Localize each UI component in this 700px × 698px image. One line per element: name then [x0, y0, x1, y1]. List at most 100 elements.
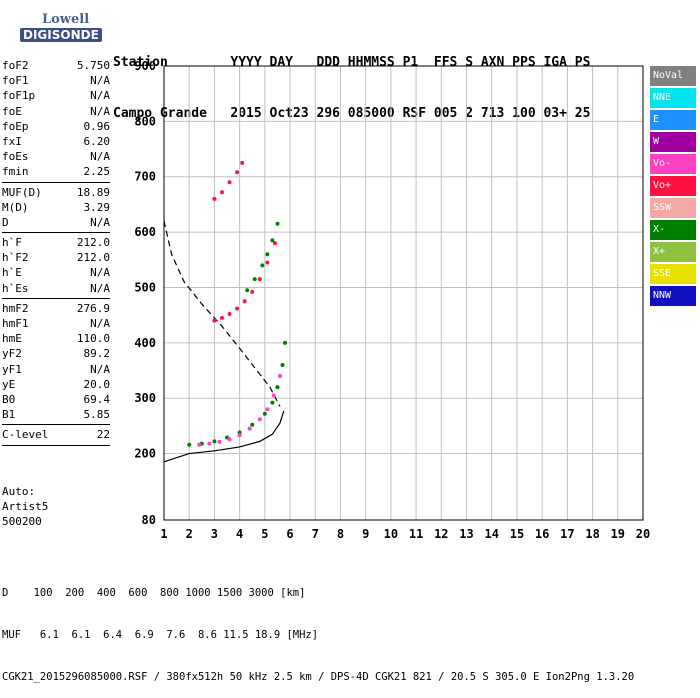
param-name: hmF1 [2, 317, 29, 330]
plot-frame [163, 65, 644, 521]
data-point [271, 393, 276, 398]
param-row: foEp 0.96 [2, 119, 110, 134]
param-row: foF1p N/A [2, 88, 110, 103]
param-row: foE N/A [2, 104, 110, 119]
param-value: N/A [90, 104, 110, 118]
data-point [245, 288, 250, 293]
x-tick-label: 13 [459, 527, 473, 541]
legend-item: Vo- [650, 154, 696, 174]
param-name: M(D) [2, 200, 29, 214]
x-tick-label: 18 [585, 527, 599, 541]
y-tick-label: 80 [142, 513, 156, 527]
data-point [237, 430, 242, 435]
param-name: D [2, 215, 9, 229]
footer-muf-line: MUF 6.1 6.1 6.4 6.9 7.6 8.6 11.5 18.9 [M… [2, 629, 319, 641]
param-name: yE [2, 377, 16, 391]
y-tick-label: 400 [134, 336, 156, 350]
param-value: N/A [90, 74, 110, 88]
param-name: foEs [2, 150, 29, 164]
y-tick-label: 500 [134, 280, 156, 294]
param-value: N/A [90, 281, 110, 295]
param-row: yF2 89.2 [2, 346, 110, 361]
footer: D 100 200 400 600 800 1000 1500 3000 [km… [2, 558, 634, 698]
data-point [272, 241, 277, 246]
param-value: 22 [96, 428, 110, 442]
x-tick-label: 12 [434, 527, 448, 541]
param-row: yF1 N/A [2, 362, 110, 377]
param-row: C-level 22 [2, 427, 110, 442]
param-value: 110.0 [76, 332, 110, 346]
param-value: N/A [90, 266, 110, 280]
data-point [227, 312, 232, 317]
legend-item: Vo+ [650, 176, 696, 196]
param-separator [2, 424, 110, 426]
data-point [265, 252, 270, 257]
param-value: N/A [90, 89, 110, 103]
param-name: C-level [2, 428, 49, 442]
data-point [250, 422, 255, 427]
x-tick-label: 4 [236, 527, 243, 541]
data-point [270, 400, 275, 405]
param-row: B1 5.85 [2, 407, 110, 422]
param-name: foF1 [2, 74, 29, 88]
data-point [275, 385, 280, 390]
data-point [240, 160, 245, 165]
data-point [197, 442, 202, 447]
y-tick-label: 200 [134, 447, 156, 461]
data-point [257, 277, 262, 282]
data-point [219, 315, 224, 320]
x-tick-label: 7 [312, 527, 319, 541]
data-point [270, 238, 275, 243]
param-value: 89.2 [83, 347, 111, 361]
legend-item: SSW [650, 198, 696, 218]
param-row: hmF1 N/A [2, 316, 110, 331]
param-separator [2, 297, 110, 299]
legend-item: W [650, 132, 696, 152]
electron-density-profile [163, 410, 285, 463]
x-tick-label: 20 [636, 527, 650, 541]
param-row: h`F 212.0 [2, 235, 110, 250]
data-point [283, 340, 288, 345]
param-row: MUF(D) 18.89 [2, 185, 110, 200]
param-row: B0 69.4 [2, 392, 110, 407]
x-tick-label: 17 [560, 527, 574, 541]
y-tick-label: 800 [134, 114, 156, 128]
param-value: 3.29 [83, 200, 111, 214]
x-tick-label: 3 [211, 527, 218, 541]
y-tick-label: 300 [134, 391, 156, 405]
y-tick-label: 900 [134, 59, 156, 73]
param-separator [2, 444, 110, 446]
legend-item: SSE [650, 264, 696, 284]
auto-code: 500200 [2, 515, 42, 528]
x-tick-label: 11 [409, 527, 423, 541]
data-point [262, 411, 267, 416]
scaled-parameters-panel: foF2 5.750 foF1 N/A foF1p N/A foE N/A foEp 0.96 fx… [2, 58, 110, 448]
data-point [242, 299, 247, 304]
x-tick-label: 19 [611, 527, 625, 541]
param-row: D N/A [2, 215, 110, 230]
param-name: yF2 [2, 347, 22, 361]
param-value: 20.0 [83, 377, 111, 391]
logo-lowell-text: Lowell [42, 12, 90, 27]
param-name: fxI [2, 134, 22, 148]
legend-item: NNE [650, 88, 696, 108]
auto-label: Auto: [2, 485, 36, 498]
param-name: yF1 [2, 362, 22, 376]
x-tick-label: 5 [261, 527, 268, 541]
data-point [227, 437, 232, 442]
param-name: h`F [2, 236, 22, 250]
param-value: 276.9 [76, 301, 110, 315]
param-separator [2, 181, 110, 183]
digisonde-logo: Lowell DIGISONDE [6, 6, 106, 46]
param-name: B0 [2, 392, 16, 406]
dashed-curve [163, 220, 281, 407]
param-name: fmin [2, 165, 29, 179]
data-point [257, 417, 262, 422]
legend-item: E [650, 110, 696, 130]
x-tick-label: 10 [384, 527, 398, 541]
data-point [212, 196, 217, 201]
footer-file-line: CGK21_2015296085000.RSF / 380fx512h 50 k… [2, 671, 635, 683]
x-tick-label: 15 [510, 527, 524, 541]
param-value: 6.20 [83, 134, 111, 148]
param-row: M(D) 3.29 [2, 200, 110, 215]
